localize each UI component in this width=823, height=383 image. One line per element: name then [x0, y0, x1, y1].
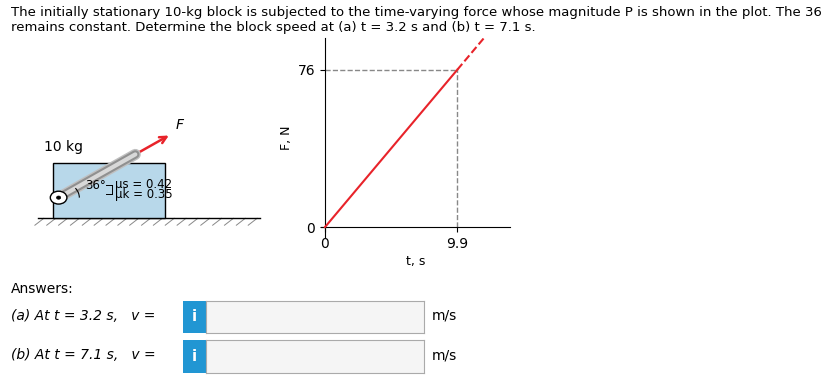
Text: 10 kg: 10 kg [44, 140, 83, 154]
Text: i: i [192, 349, 197, 364]
Text: 36°: 36° [86, 179, 106, 192]
Text: m/s: m/s [432, 349, 458, 362]
Text: (a) At t = 3.2 s,   v =: (a) At t = 3.2 s, v = [11, 309, 155, 323]
Text: m/s: m/s [432, 309, 458, 323]
Text: (b) At t = 7.1 s,   v =: (b) At t = 7.1 s, v = [11, 349, 156, 362]
Text: i: i [192, 309, 197, 324]
Circle shape [57, 196, 61, 199]
X-axis label: t, s: t, s [406, 255, 425, 268]
Bar [53, 163, 165, 218]
Text: Answers:: Answers: [11, 282, 73, 296]
Text: The initially stationary 10-kg block is subjected to the time-varying force whos: The initially stationary 10-kg block is … [11, 6, 823, 34]
Text: μs = 0.42: μs = 0.42 [115, 178, 172, 192]
Y-axis label: F, N: F, N [281, 126, 294, 150]
Text: μk = 0.35: μk = 0.35 [115, 188, 173, 201]
Text: F: F [175, 118, 184, 132]
Circle shape [50, 191, 67, 204]
